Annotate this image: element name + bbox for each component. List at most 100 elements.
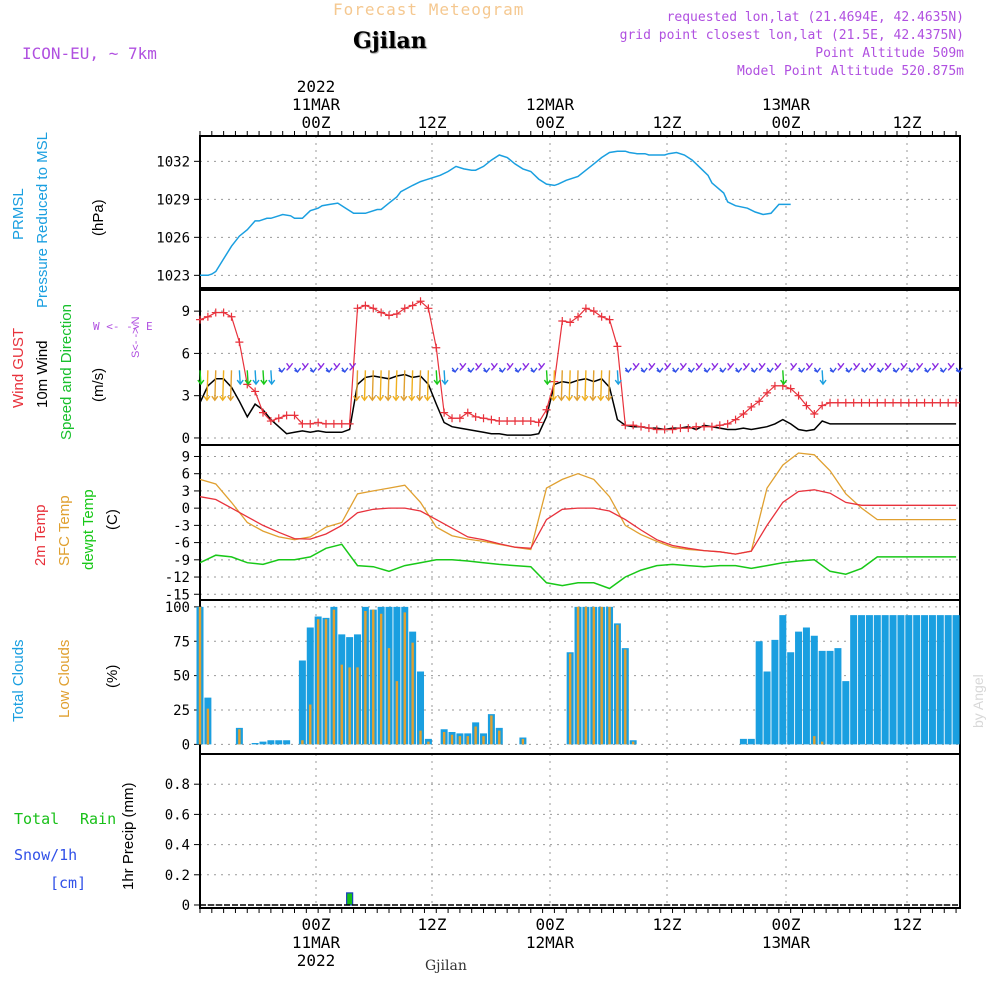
rain-bar <box>346 892 354 906</box>
y-tick-label: 50 <box>173 669 190 685</box>
y-tick-label: 1023 <box>156 268 190 284</box>
gust-marker <box>455 414 464 423</box>
total-cloud-bar <box>417 671 425 745</box>
total-cloud-bar <box>913 615 921 745</box>
wind-arrow-head <box>441 379 449 386</box>
total-cloud-bar <box>944 615 952 745</box>
gust-marker <box>211 308 220 317</box>
wind-arrow-head <box>648 362 656 369</box>
gust-marker <box>920 398 929 407</box>
wind-arrow <box>845 367 853 374</box>
wind-arrow-shaft <box>418 370 422 401</box>
wind-arrow-shaft <box>600 370 603 401</box>
gust-marker <box>747 402 756 411</box>
precip-snow-label: Snow/1h <box>14 846 78 864</box>
wind-arrow <box>711 362 719 371</box>
wind-arrow-head <box>286 362 294 369</box>
wind-arrow-shaft <box>821 370 824 385</box>
wind-arrow-head <box>219 395 227 402</box>
requested-lonlat: requested lon,lat (21.4694E, 42.4635N) <box>666 10 964 25</box>
total-cloud-bar <box>842 681 850 745</box>
model-label: ICON-EU, ~ 7km <box>22 44 157 63</box>
wind-arrow <box>853 362 861 371</box>
top-time-label: 13MAR <box>762 95 811 114</box>
total-cloud-bar <box>306 627 314 745</box>
low-cloud-bar <box>427 741 430 745</box>
wind-arrow <box>490 362 498 371</box>
total-cloud-bar <box>873 615 881 745</box>
wind-arrow-head <box>581 395 589 402</box>
total-cloud-bar <box>298 660 306 745</box>
wind-arrow-head <box>589 395 597 402</box>
wind-arrow <box>876 367 884 374</box>
wind-arrow-head <box>408 395 416 402</box>
low-cloud-bar <box>616 624 619 745</box>
y-tick-label: 1032 <box>156 154 190 170</box>
low-cloud-bar <box>238 729 241 745</box>
y-tick-label: 1029 <box>156 192 190 208</box>
wind-arrow <box>813 367 821 374</box>
wind-arrow-shaft <box>475 366 480 371</box>
gust-marker <box>707 422 716 431</box>
gust-marker <box>385 311 394 320</box>
wind-arrow-shaft <box>916 366 921 371</box>
wind-arrow-head <box>301 362 309 369</box>
wind-arrow <box>624 367 632 374</box>
wind-arrow-head <box>360 395 369 402</box>
gust-marker <box>282 411 291 420</box>
wind-arrow-head <box>203 395 211 402</box>
gust-marker <box>896 398 905 407</box>
wind-arrow <box>892 367 900 374</box>
y-tick-label: 3 <box>182 484 190 500</box>
wind-arrow <box>543 370 551 386</box>
wind-arrow-shaft <box>317 366 322 371</box>
gust-marker <box>644 424 653 433</box>
wind-arrow <box>780 370 788 386</box>
gust-marker <box>337 419 346 428</box>
wind-arrow <box>333 362 341 371</box>
wind-arrow-head <box>325 367 333 374</box>
wind-arrow <box>349 362 357 371</box>
wind-arrow-head <box>719 367 727 374</box>
wind-arrow <box>605 370 613 402</box>
wind-arrow-shaft <box>742 366 747 371</box>
wind-arrow <box>392 370 400 402</box>
wind-arrow-head <box>490 362 498 369</box>
gust-marker <box>306 419 315 428</box>
wind-arrow-head <box>597 395 605 402</box>
wind-arrow <box>530 367 538 374</box>
wind-arrow-shaft <box>790 366 795 371</box>
wind-arrow-shaft <box>270 370 273 385</box>
wind-arrow <box>900 362 908 371</box>
wind-arrow <box>252 370 260 386</box>
wind-arrow-head <box>908 367 916 374</box>
y-tick-label: 1026 <box>156 230 190 246</box>
wind-arrow-head <box>376 395 384 402</box>
wind-arrow <box>648 362 656 371</box>
wind-arrow-head <box>268 379 276 386</box>
gust-marker <box>660 425 669 434</box>
total-cloud-bar <box>267 740 275 745</box>
wind-arrow-shaft <box>199 370 202 385</box>
wind-arrow-head <box>735 367 743 374</box>
gust-marker <box>826 398 835 407</box>
y-tick-label: 100 <box>165 600 190 616</box>
wind-arrow-head <box>514 367 522 374</box>
sfc-temp-line <box>199 452 957 555</box>
wind-arrow <box>294 367 302 374</box>
low-cloud-bar <box>316 619 320 745</box>
gust-marker <box>298 419 307 428</box>
wind-arrow <box>884 362 892 371</box>
wind-arrow <box>819 370 827 386</box>
total-cloud-bar <box>747 738 755 745</box>
wind-arrow-head <box>451 367 459 374</box>
y-tick-label: 6 <box>182 467 190 483</box>
wind-arrow-shaft <box>286 366 291 371</box>
wind-arrow-head <box>294 367 302 374</box>
gust-marker <box>392 309 401 318</box>
wind-arrow-head <box>884 362 892 369</box>
wind-arrow-shaft <box>355 370 359 401</box>
y-tick-label: 0.8 <box>165 777 190 793</box>
wind-arrow <box>837 362 845 371</box>
wind-arrow-head <box>317 362 325 369</box>
